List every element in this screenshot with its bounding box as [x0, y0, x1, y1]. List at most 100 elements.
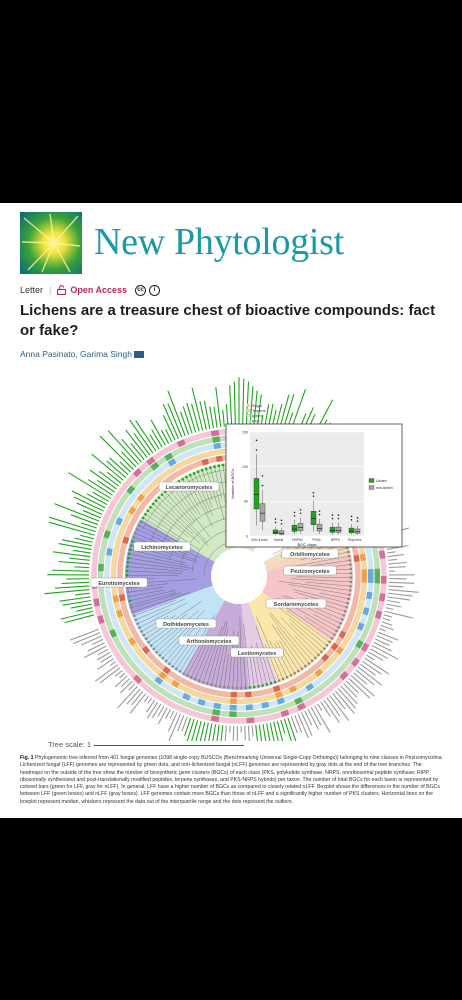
tip-dot — [132, 536, 136, 539]
tip-dot — [147, 640, 150, 644]
heatmap-cell — [356, 622, 365, 631]
tip-dot — [269, 682, 273, 685]
tip-dot — [201, 680, 205, 684]
tip-dot — [127, 556, 130, 560]
bgc-bar — [69, 628, 99, 641]
bgc-bar — [100, 655, 113, 663]
tip-dot — [131, 540, 134, 543]
bgc-bar — [380, 624, 394, 631]
tip-dot — [161, 656, 165, 660]
tree-branch — [288, 584, 350, 595]
tip-dot — [265, 683, 269, 686]
tip-dot — [126, 561, 130, 564]
tip-dot — [349, 563, 352, 566]
tip-dot — [196, 470, 200, 474]
tree-branch — [304, 616, 335, 635]
box-outlier — [350, 519, 353, 521]
bgc-bar — [242, 378, 245, 427]
bgc-bar — [222, 409, 225, 427]
journal-logo[interactable] — [20, 212, 82, 274]
heatmap-cell — [128, 637, 137, 646]
bgc-bar — [168, 713, 181, 741]
tip-dot — [304, 664, 307, 668]
tip-dot — [142, 633, 146, 637]
tip-dot — [164, 659, 168, 663]
bgc-bar — [96, 658, 115, 671]
heatmap-cell — [128, 506, 137, 515]
tree-branch — [131, 592, 182, 608]
bgc-bar — [157, 705, 165, 718]
tree-branch — [161, 494, 208, 543]
x-tick-label: Hybrid — [274, 538, 284, 542]
heatmap-cell — [353, 554, 360, 562]
bgc-bar — [157, 707, 168, 725]
heatmap-cell — [112, 595, 120, 603]
open-access-label[interactable]: Open Access — [70, 285, 128, 295]
bgc-bar — [212, 724, 217, 741]
creative-commons-icon[interactable]: cc — [135, 284, 147, 296]
journal-title[interactable]: New Phytologist — [94, 221, 344, 263]
tree-branch — [275, 640, 295, 674]
tip-dot — [209, 466, 212, 470]
bgc-bar — [129, 693, 147, 714]
bgc-bar — [388, 581, 415, 584]
bgc-bar — [160, 429, 170, 444]
bgc-bar — [147, 697, 153, 704]
bgc-bar — [129, 419, 154, 454]
tip-dot — [346, 601, 349, 605]
clade-label-box — [265, 598, 327, 609]
tip-dot — [221, 463, 225, 467]
bgc-bar — [191, 387, 204, 431]
heatmap-cell — [106, 548, 113, 556]
heatmap-cell — [93, 598, 101, 607]
meta-separator: | — [49, 285, 52, 295]
heatmap-cell — [212, 436, 221, 443]
tree-branch — [319, 592, 349, 600]
clade-label-box — [133, 541, 191, 552]
authors-text[interactable]: Anna Pasinato, Garima Singh — [20, 349, 132, 359]
bgc-bar — [273, 721, 279, 741]
bgc-bar — [360, 663, 377, 676]
clade-label: Eurotiomycetes — [98, 581, 139, 587]
tip-dot — [158, 653, 162, 657]
bgc-bar — [251, 725, 254, 737]
bgc-bar — [107, 430, 140, 465]
heatmap-cell — [361, 569, 367, 576]
tip-dot — [320, 650, 323, 654]
tip-dot — [149, 506, 152, 509]
bgc-bar — [300, 712, 313, 736]
heatmap-cell — [305, 682, 315, 692]
box — [259, 503, 266, 522]
email-icon[interactable] — [133, 350, 144, 358]
attribution-icon[interactable]: i — [149, 284, 161, 296]
bgc-bar — [332, 692, 346, 710]
bgc-bar — [387, 592, 413, 597]
bgc-bar — [387, 554, 405, 558]
heatmap-cell — [164, 452, 174, 462]
bgc-bar — [162, 403, 179, 439]
bgc-bar — [44, 589, 90, 595]
bgc-bar — [125, 429, 148, 458]
tree-branch — [269, 640, 288, 678]
bgc-bar — [89, 469, 118, 490]
bgc-bar — [329, 695, 350, 722]
tree-branch — [296, 576, 351, 578]
tree-branch — [139, 602, 188, 628]
ring-legend-swatch — [247, 413, 251, 418]
tip-dot — [349, 580, 353, 584]
tree-arc — [150, 481, 233, 541]
tip-dot — [337, 625, 340, 629]
heatmap-cell — [366, 591, 373, 600]
box-outlier — [261, 484, 264, 487]
bgc-bar — [143, 695, 150, 703]
tip-dot — [197, 679, 201, 683]
tree-branch — [211, 621, 228, 685]
bgc-bar — [215, 387, 222, 428]
bgc-bar — [62, 599, 92, 606]
box-outlier — [312, 495, 315, 497]
bgc-bar — [126, 688, 141, 705]
bgc-bar — [320, 701, 331, 717]
author-list[interactable]: Anna Pasinato, Garima Singh — [20, 349, 144, 359]
y-tick-label: 50 — [244, 500, 248, 504]
bgc-bar — [117, 686, 138, 709]
